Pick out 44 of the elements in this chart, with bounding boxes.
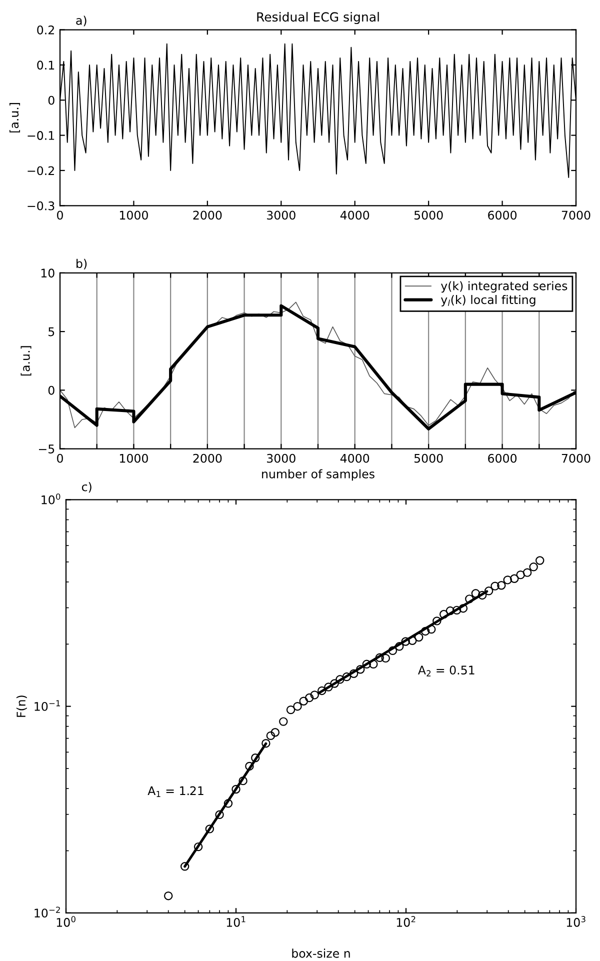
y-axis-title: [a.u.] bbox=[20, 346, 32, 376]
x-tick-label: 1000 bbox=[120, 454, 148, 463]
x-tick-label: 2000 bbox=[193, 454, 222, 463]
legend-label: y(k) integrated series bbox=[440, 281, 568, 293]
y-tick-label: −5 bbox=[38, 444, 54, 454]
x-tick-label: 10$^{3}$ bbox=[566, 916, 586, 927]
y-tick-label: 0 bbox=[48, 386, 54, 395]
x-tick-label: 7000 bbox=[562, 210, 590, 220]
y-tick-label: −0.1 bbox=[28, 131, 54, 140]
x-tick-label: 5000 bbox=[414, 454, 443, 463]
legend-label: y$_{l}$(k) local fitting bbox=[440, 294, 536, 306]
x-tick-label: 6000 bbox=[488, 454, 517, 463]
x-tick-label: 4000 bbox=[340, 210, 370, 220]
y-tick-label: 0 bbox=[48, 96, 54, 105]
y-tick-label: 0.1 bbox=[37, 60, 54, 70]
x-tick-label: 6000 bbox=[488, 210, 517, 220]
annotation: A$_{2}$ = 0.51 bbox=[418, 666, 474, 676]
chart-title: Residual ECG signal bbox=[257, 12, 379, 24]
x-tick-label: 2000 bbox=[193, 210, 222, 220]
x-tick-label: 3000 bbox=[267, 454, 296, 463]
y-tick-label: 10$^{0}$ bbox=[42, 493, 60, 504]
y-tick-label: 0.2 bbox=[37, 26, 54, 34]
text: a) bbox=[76, 16, 86, 26]
text: b) bbox=[76, 258, 87, 270]
annotation: A$_{1}$ = 1.21 bbox=[148, 786, 204, 797]
y-tick-label: 5 bbox=[48, 327, 54, 336]
x-axis-title: box-size n bbox=[292, 948, 350, 958]
y-tick-label: 10 bbox=[41, 268, 54, 278]
y-tick-label: 10$^{−1}$ bbox=[34, 700, 60, 711]
text: c) bbox=[82, 482, 92, 493]
x-tick-label: 7000 bbox=[562, 454, 590, 463]
x-tick-label: 4000 bbox=[340, 454, 370, 463]
x-tick-label: 5000 bbox=[414, 210, 443, 220]
y-tick-label: −0.2 bbox=[28, 166, 54, 176]
x-tick-label: 3000 bbox=[267, 210, 296, 220]
y-tick-label: −0.3 bbox=[28, 201, 54, 210]
x-tick-label: 10$^{1}$ bbox=[226, 916, 246, 927]
x-tick-label: 10$^{2}$ bbox=[396, 916, 416, 927]
x-axis-title: number of samples bbox=[262, 469, 374, 481]
y-tick-label: 10$^{−2}$ bbox=[34, 906, 60, 918]
x-tick-label: 1000 bbox=[120, 210, 148, 220]
y-axis-title: F(n) bbox=[16, 696, 27, 717]
y-axis-title: [a.u.] bbox=[9, 103, 20, 132]
x-tick-label: 10$^{0}$ bbox=[56, 916, 76, 927]
